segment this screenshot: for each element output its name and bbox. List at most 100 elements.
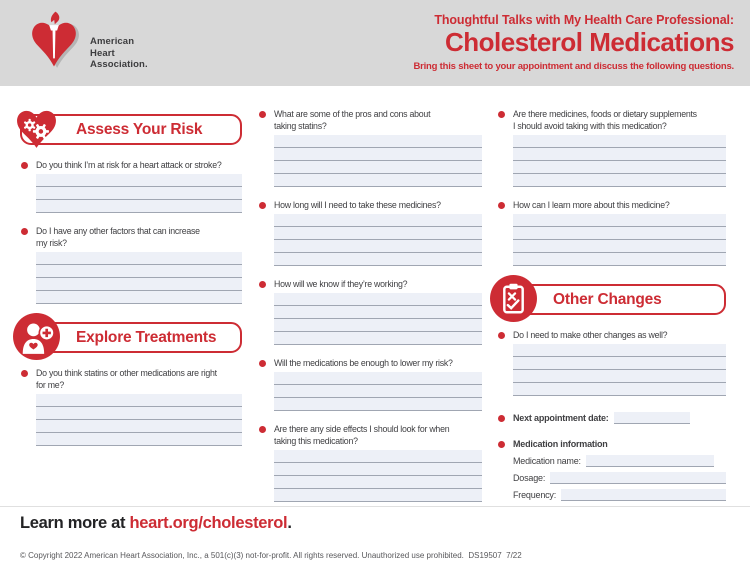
answer-lines: [513, 135, 726, 187]
answer-line: [36, 394, 242, 407]
question-text: How can I learn more about this medicine…: [513, 200, 670, 210]
question-head: Are there medicines, foods or dietary su…: [497, 108, 726, 132]
bullet-icon: [259, 111, 266, 118]
question-text: Do you think I’m at risk for a heart att…: [36, 160, 222, 170]
question-text: Are there any side effects I should look…: [274, 424, 450, 446]
question: Are there any side effects I should look…: [258, 423, 482, 502]
question-text: How long will I need to take these medic…: [274, 200, 441, 210]
answer-line: [274, 476, 482, 489]
answer-line: [36, 200, 242, 213]
question-text: How will we know if they’re working?: [274, 279, 408, 289]
section-label: Other Changes: [553, 290, 662, 308]
answer-line: [274, 385, 482, 398]
org-name-line: Association.: [90, 59, 148, 71]
field-group-label: Medication information: [513, 439, 608, 449]
dosage-row: Dosage:: [513, 472, 726, 484]
section-label: Explore Treatments: [76, 328, 217, 346]
answer-line: [274, 135, 482, 148]
org-name-line: Heart: [90, 47, 115, 59]
clipboard-check-icon: [489, 274, 538, 323]
bullet-icon: [21, 370, 28, 377]
header: American Heart Association. Thoughtful T…: [0, 0, 750, 86]
question-head: Are there any side effects I should look…: [258, 423, 482, 447]
answer-line: [274, 332, 482, 345]
answer-lines: [274, 450, 482, 502]
field-underline: [550, 472, 726, 484]
answer-line: [274, 227, 482, 240]
answer-line: [274, 463, 482, 476]
learn-more-suffix: .: [287, 514, 292, 532]
heart-gears-icon: [12, 104, 61, 153]
question-head: Do you think I’m at risk for a heart att…: [20, 159, 242, 171]
question: Are there medicines, foods or dietary su…: [497, 108, 726, 187]
answer-line: [36, 433, 242, 446]
answer-lines: [274, 135, 482, 187]
answer-line: [274, 174, 482, 187]
answer-line: [513, 214, 726, 227]
answer-line: [513, 135, 726, 148]
question: Do I have any other factors that can inc…: [20, 225, 242, 304]
question-head: How can I learn more about this medicine…: [497, 199, 726, 211]
question-text: Will the medications be enough to lower …: [274, 358, 453, 368]
bullet-icon: [259, 426, 266, 433]
answer-line: [274, 398, 482, 411]
answer-lines: [36, 394, 242, 446]
footer-divider: [0, 506, 750, 507]
org-name: American Heart Association.: [90, 36, 148, 86]
bullet-icon: [259, 360, 266, 367]
answer-line: [36, 265, 242, 278]
learn-more-text: Learn more at heart.org/cholesterol.: [20, 514, 292, 533]
answer-line: [513, 174, 726, 187]
bullet-icon: [498, 415, 505, 422]
field-label: Medication name:: [513, 456, 581, 466]
header-titles: Thoughtful Talks with My Health Care Pro…: [413, 0, 750, 86]
bullet-icon: [259, 281, 266, 288]
answer-line: [513, 227, 726, 240]
bullet-icon: [498, 332, 505, 339]
answer-line: [274, 253, 482, 266]
field-underline: [613, 412, 690, 424]
answer-line: [513, 148, 726, 161]
question: Do I need to make other changes as well?: [497, 329, 726, 396]
learn-more-prefix: Learn more at: [20, 514, 130, 532]
learn-more-link[interactable]: heart.org/cholesterol: [129, 514, 288, 532]
aha-logo: American Heart Association.: [28, 11, 148, 86]
page-title: Cholesterol Medications: [445, 27, 734, 57]
answer-line: [36, 420, 242, 433]
person-plus-icon: [12, 312, 61, 361]
answer-line: [36, 278, 242, 291]
next-appointment-date-field: Next appointment date:: [497, 412, 726, 424]
page-subtitle: Bring this sheet to your appointment and…: [413, 61, 734, 73]
answer-lines: [36, 174, 242, 213]
answer-line: [274, 148, 482, 161]
field-label: Next appointment date:: [513, 413, 609, 423]
answer-line: [274, 293, 482, 306]
bullet-icon: [498, 441, 505, 448]
answer-line: [513, 253, 726, 266]
answer-line: [36, 407, 242, 420]
answer-line: [274, 372, 482, 385]
field-group-rows: Medication name: Dosage: Frequency:: [513, 455, 726, 501]
question-head: Do I have any other factors that can inc…: [20, 225, 242, 249]
answer-line: [513, 357, 726, 370]
answer-lines: [274, 293, 482, 345]
copyright-text: © Copyright 2022 American Heart Associat…: [20, 551, 522, 560]
bullet-icon: [259, 202, 266, 209]
answer-line: [274, 214, 482, 227]
bullet-icon: [498, 111, 505, 118]
question: What are some of the pros and cons about…: [258, 108, 482, 187]
frequency-row: Frequency:: [513, 489, 726, 501]
bullet-icon: [21, 162, 28, 169]
question: Will the medications be enough to lower …: [258, 357, 482, 411]
question-head: How long will I need to take these medic…: [258, 199, 482, 211]
answer-line: [274, 489, 482, 502]
org-name-line: American: [90, 36, 135, 47]
question-text: Do I need to make other changes as well?: [513, 330, 668, 340]
section-pill: Assess Your Risk: [20, 114, 242, 145]
field-group-head: Medication information: [497, 438, 726, 450]
answer-lines: [274, 214, 482, 266]
column-2: What are some of the pros and cons about…: [258, 96, 482, 502]
answer-line: [36, 252, 242, 265]
section-header-assess-your-risk: Assess Your Risk: [17, 110, 242, 148]
